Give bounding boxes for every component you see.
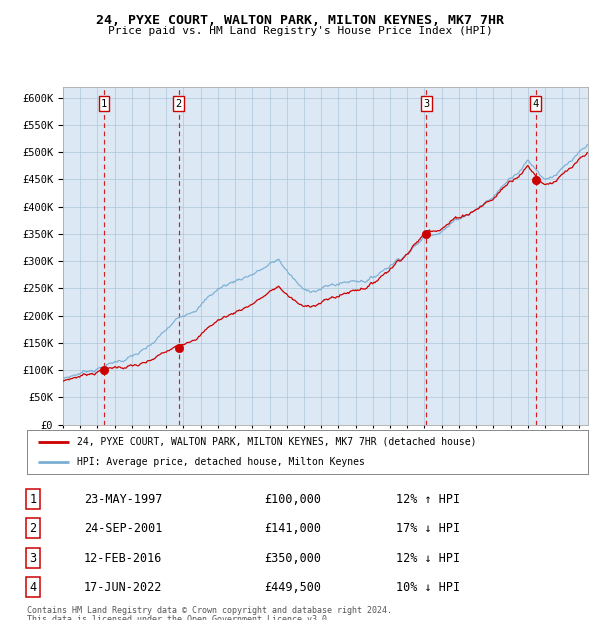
Text: £449,500: £449,500 <box>264 581 321 593</box>
Text: This data is licensed under the Open Government Licence v3.0.: This data is licensed under the Open Gov… <box>27 615 332 620</box>
Text: 1: 1 <box>101 99 107 108</box>
Text: £350,000: £350,000 <box>264 552 321 564</box>
Text: 12% ↑ HPI: 12% ↑ HPI <box>396 493 460 505</box>
Text: 12-FEB-2016: 12-FEB-2016 <box>84 552 163 564</box>
Text: 24-SEP-2001: 24-SEP-2001 <box>84 522 163 534</box>
Text: 17% ↓ HPI: 17% ↓ HPI <box>396 522 460 534</box>
Text: Price paid vs. HM Land Registry's House Price Index (HPI): Price paid vs. HM Land Registry's House … <box>107 26 493 36</box>
Text: 17-JUN-2022: 17-JUN-2022 <box>84 581 163 593</box>
Text: 3: 3 <box>29 552 37 564</box>
Text: £100,000: £100,000 <box>264 493 321 505</box>
Text: 24, PYXE COURT, WALTON PARK, MILTON KEYNES, MK7 7HR: 24, PYXE COURT, WALTON PARK, MILTON KEYN… <box>96 14 504 27</box>
Text: 2: 2 <box>176 99 182 108</box>
Text: 12% ↓ HPI: 12% ↓ HPI <box>396 552 460 564</box>
Text: 10% ↓ HPI: 10% ↓ HPI <box>396 581 460 593</box>
Text: 4: 4 <box>533 99 539 108</box>
Text: HPI: Average price, detached house, Milton Keynes: HPI: Average price, detached house, Milt… <box>77 457 365 467</box>
Text: 1: 1 <box>29 493 37 505</box>
Text: 2: 2 <box>29 522 37 534</box>
Text: 3: 3 <box>423 99 430 108</box>
Text: 4: 4 <box>29 581 37 593</box>
Text: 23-MAY-1997: 23-MAY-1997 <box>84 493 163 505</box>
Text: Contains HM Land Registry data © Crown copyright and database right 2024.: Contains HM Land Registry data © Crown c… <box>27 606 392 616</box>
Text: 24, PYXE COURT, WALTON PARK, MILTON KEYNES, MK7 7HR (detached house): 24, PYXE COURT, WALTON PARK, MILTON KEYN… <box>77 436 477 447</box>
Text: £141,000: £141,000 <box>264 522 321 534</box>
